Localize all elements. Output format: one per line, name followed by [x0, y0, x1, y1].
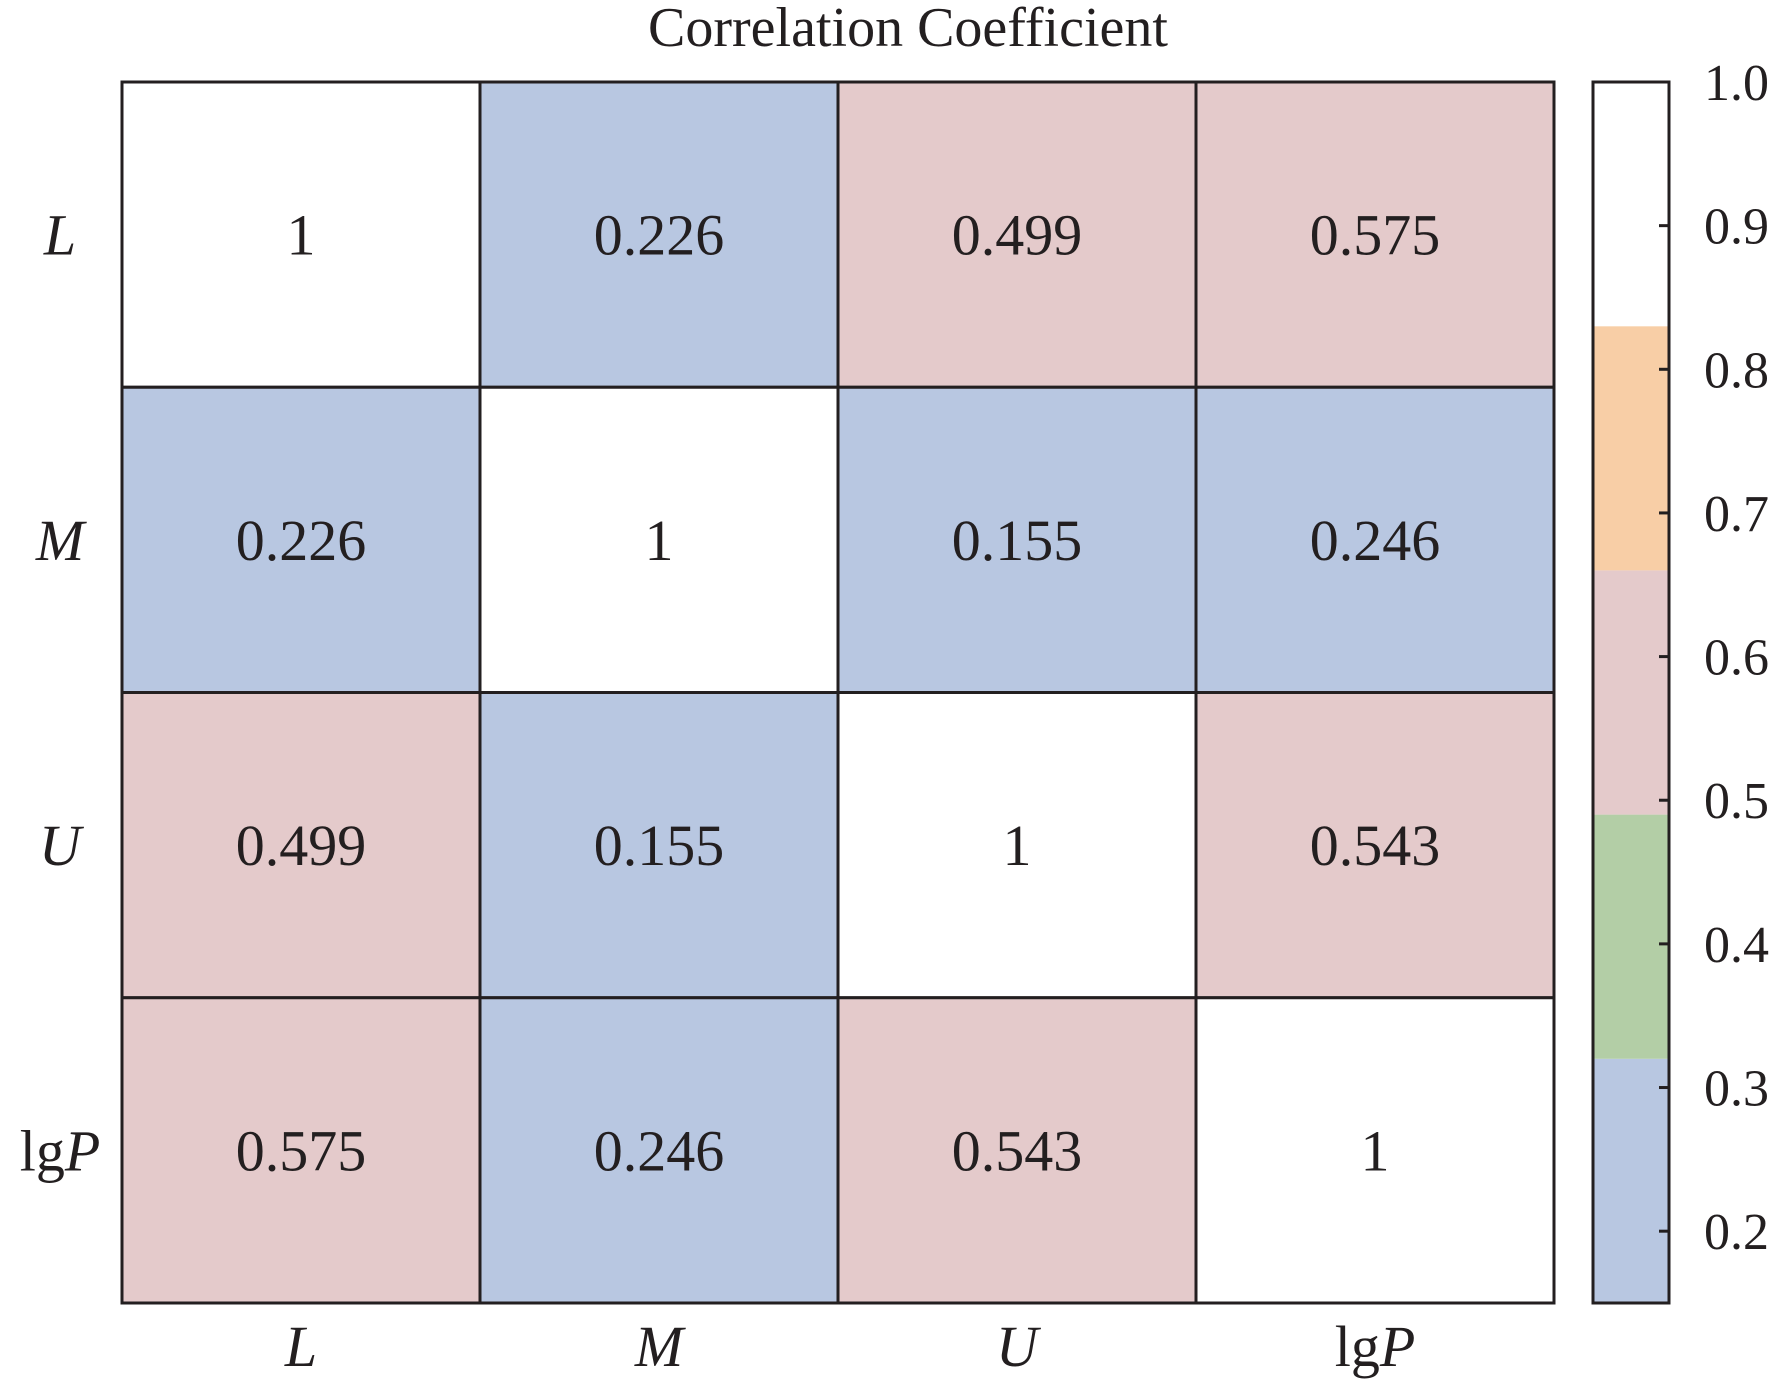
colorbar-tick-label: 0.8	[1704, 342, 1769, 399]
colorbar-band	[1593, 326, 1669, 571]
cell-value-label: 0.226	[594, 203, 725, 268]
heatmap-cell	[478, 691, 840, 1000]
colorbar-tick-label: 0.4	[1704, 917, 1769, 974]
cell-value-label: 0.499	[952, 203, 1083, 268]
heatmap-cell	[1194, 691, 1556, 1000]
cell-value-label: 0.246	[594, 1118, 725, 1183]
chart-title: Correlation Coefficient	[648, 0, 1168, 59]
heatmap-cell	[836, 996, 1198, 1305]
row-label: lgP	[20, 1118, 101, 1183]
row-label: L	[43, 203, 76, 268]
colorbar-band	[1593, 82, 1669, 327]
row-label: M	[35, 508, 87, 573]
colorbar-band	[1593, 1058, 1669, 1303]
heatmap-cell	[120, 385, 482, 694]
column-label: L	[284, 1314, 317, 1379]
heatmap-cell	[1194, 996, 1556, 1305]
column-label: U	[996, 1314, 1042, 1379]
cell-value-label: 0.246	[1310, 508, 1441, 573]
row-label: U	[39, 813, 85, 878]
heatmap-cell	[478, 996, 840, 1305]
colorbar-band	[1593, 814, 1669, 1059]
cell-value-label: 0.543	[952, 1118, 1083, 1183]
cell-value-label: 1	[645, 508, 674, 573]
colorbar-frame	[1591, 80, 1671, 1305]
heatmap-cell	[120, 80, 482, 389]
colorbar-tick-label: 0.3	[1704, 1061, 1769, 1118]
cell-value-label: 1	[287, 203, 316, 268]
cell-value-label: 0.543	[1310, 813, 1441, 878]
column-label: M	[634, 1314, 686, 1379]
heatmap-cell	[1194, 80, 1556, 389]
cell-value-label: 0.499	[236, 813, 367, 878]
colorbar-tick-label: 0.7	[1704, 486, 1769, 543]
heatmap-cell	[478, 385, 840, 694]
heatmap-cell	[1194, 385, 1556, 694]
colorbar-tick-label: 0.6	[1704, 630, 1769, 687]
heatmap-cells: 1 0.226 0.499 0.575 0.226 1 0.155 0.246 0.499 0.1…	[120, 80, 1556, 1305]
cell-value-label: 0.575	[1310, 203, 1441, 268]
heatmap-cell	[478, 80, 840, 389]
cell-value-label: 1	[1003, 813, 1032, 878]
colorbar-tick-label: 1.0	[1704, 55, 1769, 112]
column-label: lgP	[1335, 1314, 1416, 1379]
heatmap-cell	[120, 996, 482, 1305]
cell-value-label: 0.155	[594, 813, 725, 878]
colorbar: 1.0 0.9 0.8 0.7 0.6 0.5 0.4 0.3 0.2	[1591, 55, 1769, 1305]
heatmap-cell	[836, 80, 1198, 389]
colorbar-tick-label: 0.2	[1704, 1204, 1769, 1261]
cell-value-label: 0.575	[236, 1118, 367, 1183]
cell-value-label: 1	[1361, 1118, 1390, 1183]
cell-value-label: 0.155	[952, 508, 1083, 573]
colorbar-tick-label: 0.9	[1704, 199, 1769, 256]
cell-value-label: 0.226	[236, 508, 367, 573]
colorbar-band	[1593, 570, 1669, 815]
colorbar-tick-label: 0.5	[1704, 773, 1769, 830]
